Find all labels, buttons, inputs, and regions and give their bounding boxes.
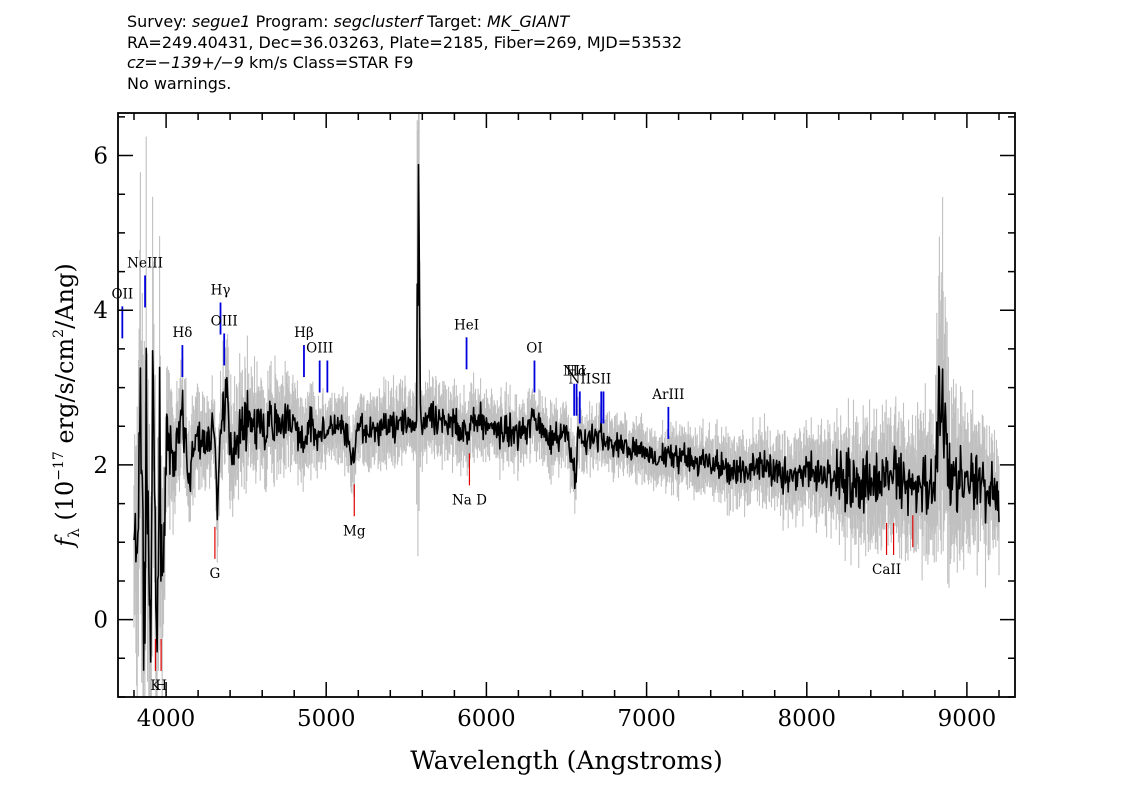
program-label: Program: xyxy=(255,12,329,31)
emission-line-label: NII xyxy=(569,371,591,387)
absorption-line-label: H xyxy=(155,678,167,694)
tick-marks xyxy=(118,113,1015,698)
absorption-line-label: G xyxy=(210,566,221,582)
x-tick-label: 7000 xyxy=(617,706,676,732)
emission-line-label: OIII xyxy=(306,341,333,357)
flux-series xyxy=(133,163,1000,671)
flux-line xyxy=(133,163,1000,671)
target-value: MK_GIANT xyxy=(487,12,570,31)
x-axis-label: Wavelength (Angstroms) xyxy=(410,746,722,775)
emission-line-label: OI xyxy=(526,341,542,357)
emission-line-label: OIII xyxy=(211,313,238,329)
emission-line-label: NII xyxy=(563,364,585,380)
survey-value: segue1 xyxy=(191,12,251,31)
cz-class-text: km/s Class=STAR F9 xyxy=(243,53,414,72)
y-tick-label: 0 xyxy=(93,608,108,634)
target-label: Target: xyxy=(427,12,482,31)
emission-line-label: ArIII xyxy=(651,387,684,403)
emission-line-label: OII xyxy=(111,286,133,302)
axis-ticks xyxy=(118,113,1015,698)
emission-line-label: SII xyxy=(591,371,611,387)
absorption-line-label: Mg xyxy=(343,523,366,539)
emission-line-label: HeI xyxy=(454,317,479,333)
y-tick-label: 6 xyxy=(93,144,108,170)
header-line-redshift: cz=−139+/−9 km/s Class=STAR F9 xyxy=(127,53,682,74)
cz-label: cz= xyxy=(127,53,158,72)
x-tick-label: 9000 xyxy=(938,706,997,732)
spectrum-header: Survey: segue1 Program: segclusterf Targ… xyxy=(127,12,682,94)
y-tick-label: 4 xyxy=(93,298,108,324)
header-line-warnings: No warnings. xyxy=(127,73,232,93)
cz-value: −139+/−9 xyxy=(157,53,244,72)
x-tick-label: 5000 xyxy=(297,706,356,732)
error-band-series xyxy=(133,113,1000,697)
plot-frame xyxy=(117,112,1016,698)
axis-tick-labels: 4000 5000 6000 7000 8000 9000 0 2 4 6 xyxy=(93,144,996,732)
header-line-coordinates: RA=249.40431, Dec=36.03263, Plate=2185, … xyxy=(127,32,683,52)
y-tick-label: 2 xyxy=(93,453,108,479)
absorption-line-label: CaII xyxy=(872,562,901,578)
x-tick-label: 4000 xyxy=(137,706,196,732)
emission-line-label: Hγ xyxy=(211,283,231,299)
absorption-line-label: Na D xyxy=(452,492,487,508)
error-band xyxy=(133,113,1000,697)
x-tick-label: 6000 xyxy=(457,706,516,732)
header-line-survey: Survey: segue1 Program: segclusterf Targ… xyxy=(127,12,682,33)
emission-line-label: Hβ xyxy=(294,325,314,341)
y-axis-label: fλ (10−17 erg/s/cm2/Ang) xyxy=(51,263,83,548)
absorption-line-label: K xyxy=(150,678,161,694)
program-value: segclusterf xyxy=(333,12,422,31)
emission-line-label: Hα xyxy=(566,364,587,380)
x-tick-label: 8000 xyxy=(777,706,836,732)
emission-line-label: NeIII xyxy=(127,255,163,271)
survey-label: Survey: xyxy=(127,12,187,31)
emission-line-label: Hδ xyxy=(172,325,192,341)
